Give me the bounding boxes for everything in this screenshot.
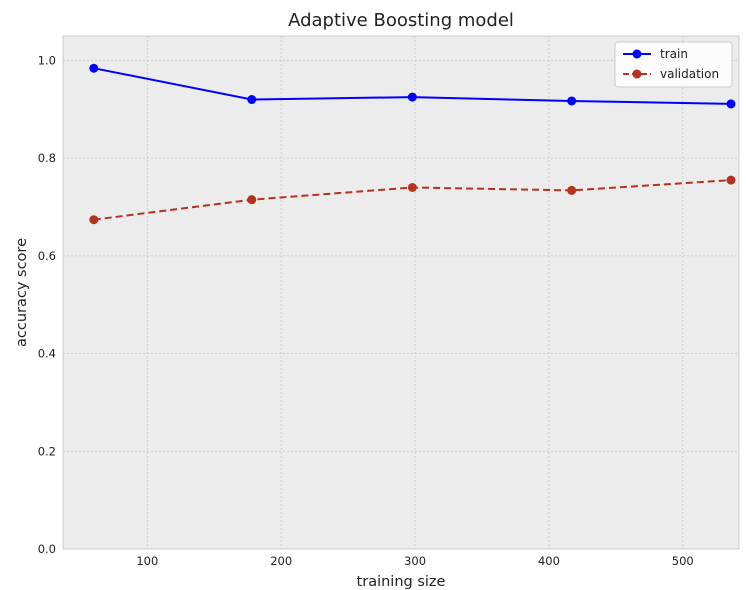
y-tick-label: 0.8 (38, 151, 56, 165)
legend-train-label: train (660, 47, 688, 61)
data-point-train (726, 99, 736, 109)
grid (63, 36, 739, 550)
y-tick-label: 0.6 (38, 249, 56, 263)
data-point-validation (247, 195, 257, 205)
x-tick-label: 500 (672, 554, 694, 568)
x-axis-label: training size (357, 574, 446, 590)
y-tick-label: 0.0 (38, 542, 56, 556)
data-point-train (247, 95, 257, 105)
chart-title: Adaptive Boosting model (288, 10, 514, 31)
data-point-validation (567, 185, 577, 195)
data-point-validation (89, 215, 99, 225)
legend: train validation (614, 41, 733, 88)
y-tick-label: 0.2 (38, 444, 56, 458)
y-tick-label: 0.4 (38, 347, 56, 361)
y-tick-label: 1.0 (38, 53, 56, 67)
x-tick-label: 100 (136, 554, 158, 568)
plot-area (62, 35, 740, 550)
x-tick-label: 400 (538, 554, 560, 568)
legend-validation-marker (632, 69, 642, 79)
data-point-train (407, 92, 417, 102)
y-axis-label: accuracy score (14, 238, 30, 347)
data-point-validation (407, 182, 417, 192)
ticks: 100 200 300 400 500 0.0 0.2 0.4 0.6 0.8 1.0 (38, 53, 694, 568)
legend-validation-label: validation (660, 67, 719, 81)
x-tick-label: 200 (270, 554, 292, 568)
data-point-validation (726, 175, 736, 185)
series-layer (89, 63, 736, 225)
data-point-train (567, 96, 577, 106)
data-point-train (89, 63, 99, 73)
x-tick-label: 300 (404, 554, 426, 568)
legend-train-marker (632, 49, 642, 59)
